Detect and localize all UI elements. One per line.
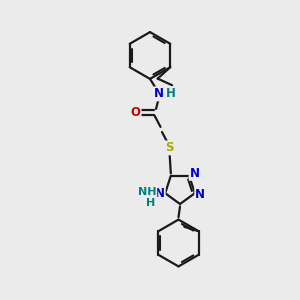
Text: N: N	[154, 87, 164, 101]
Text: O: O	[130, 106, 141, 119]
Text: N: N	[190, 167, 200, 180]
Text: NH: NH	[138, 187, 156, 197]
Text: H: H	[146, 198, 156, 208]
Text: H: H	[166, 87, 175, 101]
Text: N: N	[195, 188, 205, 201]
Text: S: S	[165, 141, 174, 154]
Text: N: N	[155, 187, 165, 200]
